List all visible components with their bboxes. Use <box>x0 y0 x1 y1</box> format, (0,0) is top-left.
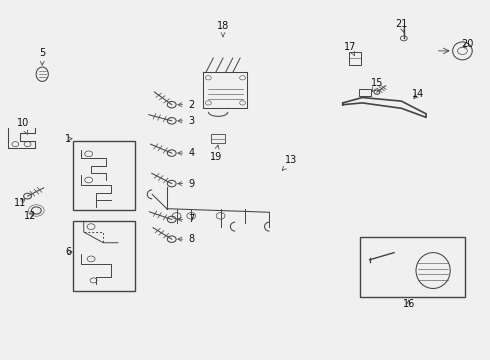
Text: 13: 13 <box>282 155 297 170</box>
Text: 8: 8 <box>178 234 195 244</box>
Text: 3: 3 <box>178 116 195 126</box>
Text: 18: 18 <box>217 21 229 37</box>
Text: 11: 11 <box>14 198 26 208</box>
Text: 6: 6 <box>65 247 72 257</box>
Bar <box>73 140 135 211</box>
Bar <box>360 237 465 297</box>
Text: 4: 4 <box>178 148 195 158</box>
Bar <box>359 89 370 96</box>
Text: 19: 19 <box>210 145 222 162</box>
Text: 15: 15 <box>371 78 383 91</box>
Text: 17: 17 <box>344 42 356 55</box>
Text: 7: 7 <box>178 215 195 224</box>
Text: 9: 9 <box>178 179 195 189</box>
Text: 12: 12 <box>24 211 36 221</box>
Text: 16: 16 <box>403 299 415 309</box>
Bar <box>73 221 135 291</box>
Text: 5: 5 <box>39 48 46 65</box>
Text: 21: 21 <box>395 19 408 32</box>
Text: 14: 14 <box>412 89 424 99</box>
Text: 2: 2 <box>178 100 195 110</box>
Text: 20: 20 <box>461 39 473 49</box>
Text: 1: 1 <box>65 134 72 144</box>
Bar <box>349 51 361 64</box>
Bar <box>211 134 225 143</box>
Text: 10: 10 <box>17 118 29 134</box>
